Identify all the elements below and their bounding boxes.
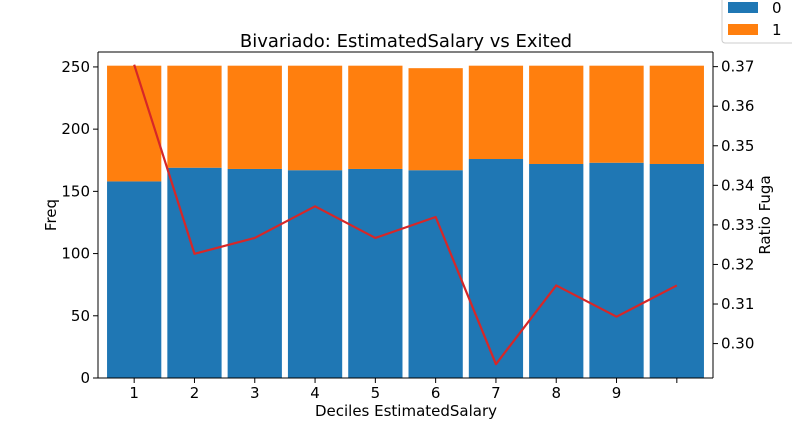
- bar-series-0-4: [287, 170, 343, 378]
- bar-series-0-9: [589, 162, 644, 378]
- y-tick-label-200: 200: [61, 120, 90, 138]
- y-axis-label: Freq: [42, 199, 60, 231]
- bar-series-0-5: [348, 168, 403, 378]
- y-tick-label-150: 150: [61, 182, 90, 200]
- y2-tick-label-0.33: 0.33: [721, 216, 754, 234]
- legend-swatch-0: [728, 2, 758, 13]
- bar-series-0-10: [649, 163, 704, 378]
- y2-tick-label-0.36: 0.36: [721, 97, 754, 115]
- bar-series-1-2: [167, 65, 222, 168]
- chart-title: Bivariado: EstimatedSalary vs Exited: [240, 31, 572, 52]
- y2-tick-label-0.37: 0.37: [721, 58, 754, 76]
- bar-series-1-8: [529, 65, 584, 164]
- bar-series-0-3: [227, 168, 282, 378]
- y2-tick-label-0.30: 0.30: [721, 335, 754, 353]
- x-tick-label-2: 2: [190, 384, 200, 402]
- bars-layer: [107, 65, 704, 378]
- legend-swatch-1: [728, 24, 758, 35]
- legend: 01: [721, 0, 792, 44]
- y-tick-label-250: 250: [61, 58, 90, 76]
- legend-label-0: 0: [772, 0, 782, 17]
- bar-series-1-9: [589, 65, 644, 163]
- bar-series-0-2: [167, 167, 222, 378]
- y-tick-label-100: 100: [61, 245, 90, 263]
- bar-series-1-7: [468, 65, 524, 160]
- x-tick-label-4: 4: [310, 384, 320, 402]
- x-tick-label-5: 5: [371, 384, 381, 402]
- ratio-line-layer: [133, 64, 678, 366]
- bar-series-0-8: [529, 163, 584, 378]
- x-tick-label-3: 3: [250, 384, 260, 402]
- y2-tick-label-0.35: 0.35: [721, 137, 754, 155]
- x-tick-label-6: 6: [431, 384, 441, 402]
- legend-label-1: 1: [772, 21, 782, 39]
- axes-layer: 0 50 100 150 200 250 0.30 0.31 0.32 0.33 0.34 0.35 0…: [61, 51, 754, 402]
- x-tick-label-9: 9: [612, 384, 622, 402]
- bar-series-1-10: [649, 65, 704, 164]
- y2-axis-label: Ratio Fuga: [756, 175, 774, 254]
- y2-tick-label-0.34: 0.34: [721, 176, 754, 194]
- ratio-line: [133, 64, 678, 366]
- y2-tick-label-0.32: 0.32: [721, 255, 754, 273]
- x-tick-label-1: 1: [129, 384, 139, 402]
- x-axis-label: Deciles EstimatedSalary: [315, 402, 497, 420]
- y-tick-label-0: 0: [80, 369, 90, 387]
- bar-series-1-6: [408, 68, 463, 171]
- bar-series-1-3: [227, 65, 282, 169]
- bar-series-0-7: [468, 159, 524, 378]
- x-tick-label-8: 8: [551, 384, 561, 402]
- y2-tick-label-0.31: 0.31: [721, 295, 754, 313]
- x-tick-label-7: 7: [491, 384, 501, 402]
- bar-series-0-6: [408, 170, 463, 378]
- y-tick-label-50: 50: [71, 307, 90, 325]
- bar-series-1-5: [348, 65, 403, 169]
- bar-series-1-4: [287, 65, 343, 171]
- bar-series-0-1: [107, 181, 162, 378]
